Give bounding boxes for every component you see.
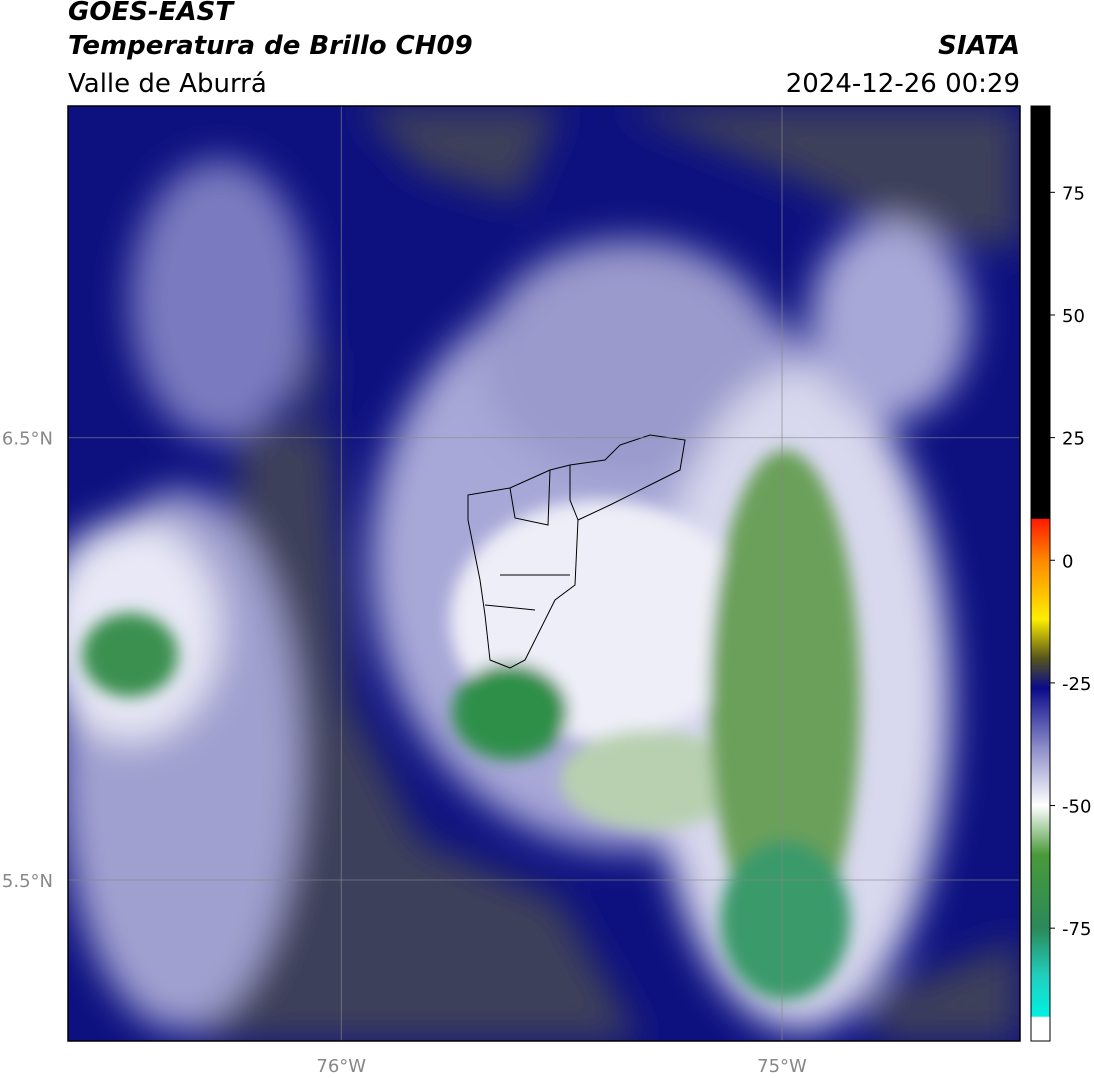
lon-tick-label: 76°W bbox=[316, 1056, 366, 1077]
colorbar bbox=[1030, 105, 1051, 1042]
lat-tick-label: 5.5°N bbox=[2, 871, 53, 892]
valley-boundaries bbox=[467, 434, 686, 669]
satellite-image bbox=[68, 106, 1020, 1041]
lon-tick-label: 75°W bbox=[757, 1056, 807, 1077]
colorbar-tick-label: -75 bbox=[1062, 919, 1091, 940]
lat-tick-label: 6.5°N bbox=[2, 429, 53, 450]
colorbar-tick-label: 0 bbox=[1062, 551, 1073, 572]
colorbar-tick-label: -50 bbox=[1062, 797, 1091, 818]
colorbar-tick-label: 50 bbox=[1062, 306, 1085, 327]
map-frame bbox=[67, 105, 1021, 1042]
source: SIATA bbox=[938, 31, 1020, 61]
datetime: 2024-12-26 00:29 bbox=[786, 69, 1020, 99]
colorbar-tick-label: 75 bbox=[1062, 183, 1085, 204]
title: GOES-EAST bbox=[68, 0, 235, 27]
colorbar-tick-label: 25 bbox=[1062, 429, 1085, 450]
region: Valle de Aburrá bbox=[68, 69, 267, 99]
colorbar-tick-label: -25 bbox=[1062, 674, 1091, 695]
subtitle: Temperatura de Brillo CH09 bbox=[68, 31, 473, 61]
